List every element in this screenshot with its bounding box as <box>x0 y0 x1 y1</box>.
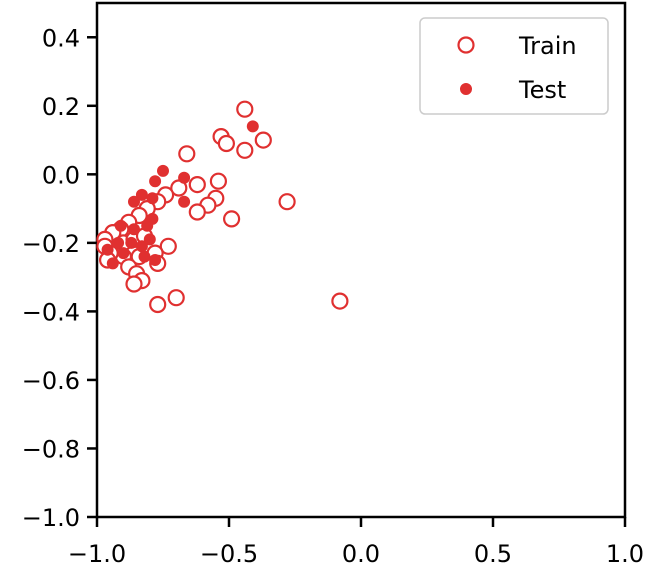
legend-label: Test <box>518 76 566 104</box>
test-point <box>135 240 148 253</box>
test-point <box>178 195 191 208</box>
test-point <box>128 195 140 208</box>
axis-ticks: −1.0 −0.5 0.0 0.5 1.0 −1.0 −0.8 −0.6 −0.4 −0.2 0.0… <box>22 24 644 567</box>
x-tick-label: −1.0 <box>68 540 126 567</box>
y-tick-label: −0.8 <box>22 435 80 463</box>
x-tick-label: 0.5 <box>474 540 512 567</box>
test-point <box>112 236 125 249</box>
test-point <box>135 188 148 201</box>
legend-box <box>419 17 609 115</box>
x-tick-label: 0.0 <box>342 540 380 567</box>
legend-label: Train <box>518 32 577 60</box>
test-point <box>149 254 162 266</box>
train-point <box>217 134 235 153</box>
train-point <box>188 176 206 194</box>
y-tick-label: 0.0 <box>42 161 80 189</box>
y-tick-label: −0.2 <box>22 230 80 258</box>
y-tick-label: −0.4 <box>22 298 80 326</box>
train-point <box>236 100 254 118</box>
test-point <box>125 236 138 249</box>
x-tick-label: 1.0 <box>606 540 644 567</box>
data-points <box>96 100 349 314</box>
test-point <box>138 250 151 263</box>
y-tick-label: 0.4 <box>42 24 80 52</box>
test-point <box>143 233 156 246</box>
test-point <box>149 175 162 188</box>
train-point <box>178 145 196 163</box>
train-point <box>188 203 206 221</box>
train-point <box>331 292 349 310</box>
test-point <box>117 247 130 260</box>
train-point <box>159 237 177 255</box>
test-point <box>128 223 140 236</box>
legend: Train Test <box>419 17 609 115</box>
train-point <box>278 193 296 211</box>
x-tick-label: −0.5 <box>200 540 258 567</box>
test-point <box>141 219 154 232</box>
train-point <box>209 172 227 190</box>
train-point <box>149 295 167 314</box>
test-point <box>146 192 159 205</box>
train-point <box>125 275 143 293</box>
y-tick-label: 0.2 <box>42 93 80 121</box>
y-tick-label: −1.0 <box>22 504 80 532</box>
y-tick-label: −0.6 <box>22 367 80 395</box>
test-point <box>157 164 169 177</box>
legend-train-marker <box>457 36 475 54</box>
legend-test-marker <box>460 83 472 95</box>
train-point <box>223 210 241 228</box>
train-point <box>167 289 185 307</box>
train-point <box>236 141 254 159</box>
test-point <box>246 120 259 133</box>
test-point <box>101 243 114 256</box>
test-point <box>114 219 127 232</box>
train-point <box>254 131 272 149</box>
test-point <box>106 257 119 270</box>
test-point <box>178 171 191 184</box>
